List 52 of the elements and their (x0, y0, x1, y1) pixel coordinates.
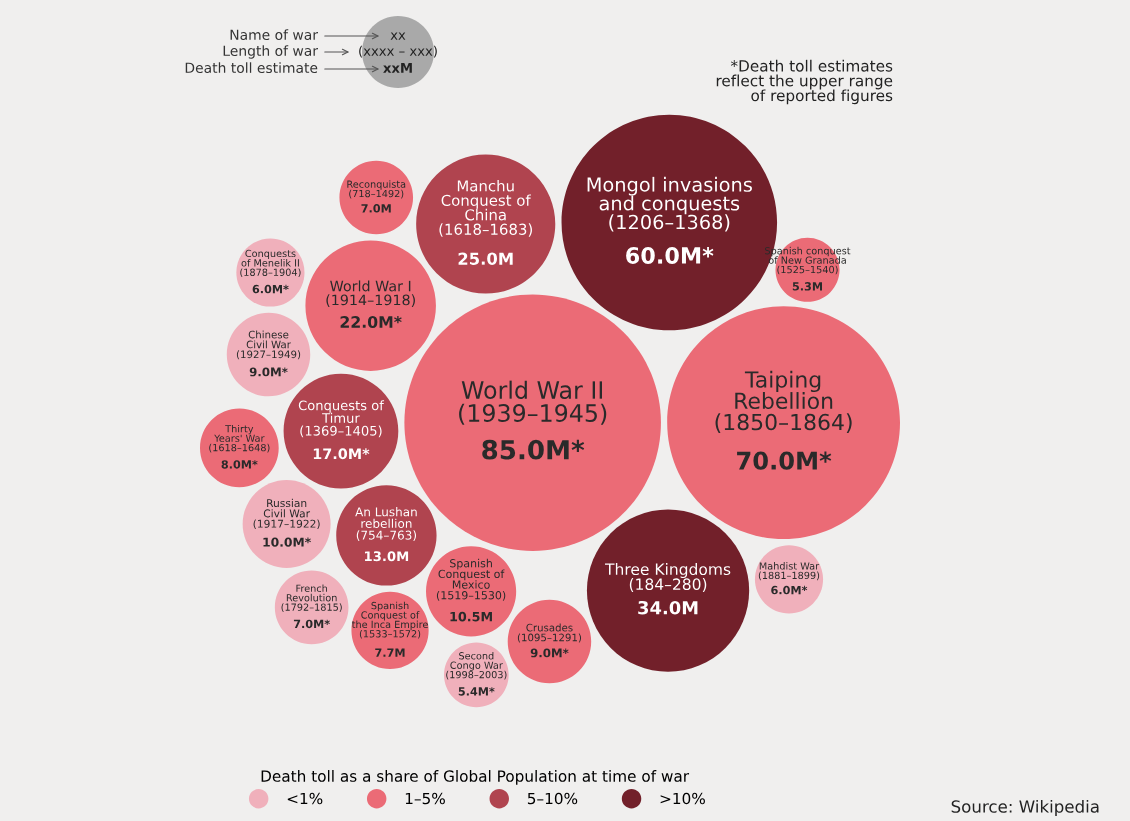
legend-label: >10% (660, 792, 705, 805)
text: Length of war (223, 45, 318, 59)
category-label: French Revolution (1792–1815) (281, 584, 342, 612)
data-label: 34.0M (638, 600, 698, 615)
category-label: Three Kingdoms (184–280) (604, 563, 731, 592)
data-label: 17.0M* (313, 448, 370, 460)
category-label: Taiping Rebellion (1850–1864) (715, 370, 852, 433)
data-label: 22.0M* (340, 316, 402, 328)
legend-label: <1% (287, 792, 323, 805)
data-label: 7.7M (375, 648, 405, 657)
category-label: Chinese Civil War (1927–1949) (236, 330, 301, 360)
category-label: Mahdist War (1881–1899) (758, 562, 820, 581)
data-label: 5.3M (792, 282, 823, 291)
data-label: 13.0M (364, 551, 409, 562)
data-label: 70.0M* (737, 451, 832, 470)
data-label: 7.0M (361, 204, 391, 213)
data-label: 85.0M* (482, 439, 585, 460)
data-label: 7.0M* (293, 619, 330, 629)
category-label: Second Congo War (1998–2003) (446, 651, 507, 680)
category-label: World War II (1939–1945) (459, 380, 607, 425)
text: *Death toll estimates reflect the upper range of reported figures (716, 59, 893, 105)
data-label: 8.0M* (221, 460, 258, 469)
data-label: 10.5M (450, 611, 492, 622)
data-label: 5.4M* (458, 687, 495, 696)
source-note: Source: Wikipedia (951, 799, 1099, 817)
category-label: Crusades (1095–1291) (517, 623, 582, 643)
data-label: 9.0M* (530, 648, 569, 658)
category-label: Conquests of Timur (1369–1405) (298, 400, 385, 438)
legend-label: 1–5% (405, 792, 445, 805)
data-label: 9.0M* (249, 367, 288, 377)
category-label: Conquests of Menelik II (1878–1904) (240, 249, 301, 278)
text: Death toll estimate (185, 62, 318, 74)
text: Name of war (230, 29, 318, 41)
category-label: Thirty Years' War (1618–1648) (209, 424, 270, 453)
data-label: 25.0M (458, 252, 513, 265)
category-label: Manchu Conquest of China (1618–1683) (439, 179, 532, 237)
data-label: 60.0M* (626, 247, 714, 264)
category-label: Spanish Conquest of the Inca Empire (1533–1572) (351, 601, 428, 639)
category-label: World War I (1914–1918) (326, 280, 415, 307)
category-label: Mongol invasions and conquests (1206–1368) (587, 176, 752, 232)
category-label: Reconquista (718–1492) (347, 180, 406, 199)
category-label: An Lushan rebellion (754–763) (355, 507, 417, 542)
category-label: Russian Civil War (1917–1922) (253, 498, 320, 529)
data-label: 6.0M* (252, 284, 289, 294)
legend-title: Death toll as a share of Global Population at time of war (261, 770, 690, 785)
data-label: 10.0M* (263, 537, 311, 547)
category-label: Spanish Conquest of Mexico (1519–1530) (436, 558, 506, 601)
text: xx (390, 32, 406, 40)
data-label: 6.0M* (771, 585, 808, 595)
text: (xxxx – xxx) (359, 45, 437, 58)
legend-label: 5–10% (527, 792, 578, 805)
text: xxM (383, 63, 412, 73)
